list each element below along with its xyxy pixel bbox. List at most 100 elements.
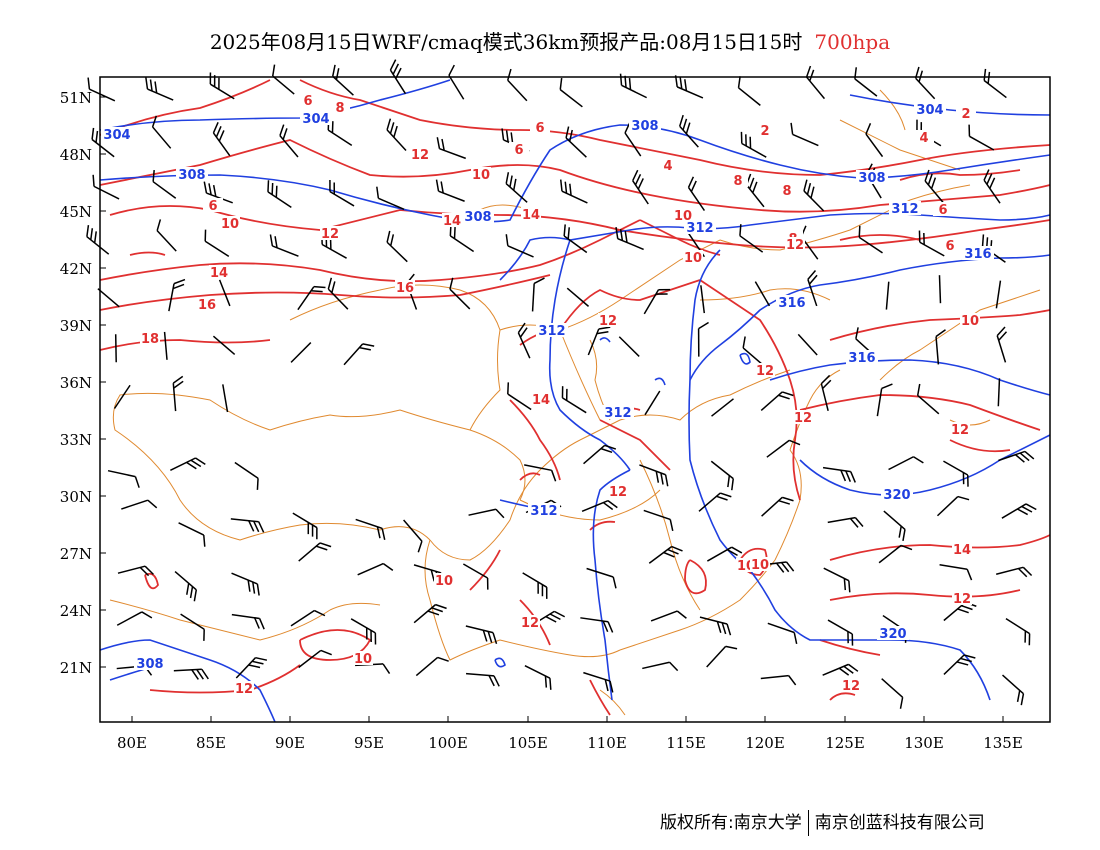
temperature-label: 10 [674, 209, 692, 224]
temperature-label: 8 [733, 174, 742, 189]
wind-barb [936, 495, 970, 517]
temperature-contour-line [799, 394, 1041, 431]
wind-barb [91, 127, 115, 158]
geopotential-contour-line [494, 657, 506, 668]
wind-barb [865, 123, 884, 158]
wind-barb [918, 230, 945, 257]
contour-label-bg [952, 542, 972, 556]
geopotential-contour-line [499, 212, 1051, 281]
wind-barb [505, 234, 534, 258]
wind-barb [767, 622, 798, 645]
contour-label-bg [598, 313, 618, 327]
contour-label-bg [176, 167, 208, 181]
geopotential-label: 312 [530, 504, 557, 519]
wind-barb [739, 224, 764, 253]
wind-barb [403, 519, 423, 553]
wind-barb [507, 68, 528, 102]
contour-label-bg [209, 265, 229, 279]
contour-label-bg [471, 167, 491, 181]
copyright-footer: 版权所有:南京大学 南京创蓝科技有限公司 [660, 808, 985, 836]
wind-barb [827, 619, 854, 646]
wind-barb [822, 663, 859, 676]
wind-barb [174, 570, 198, 602]
contour-label-bg [509, 142, 529, 156]
wind-barb [706, 546, 743, 562]
wind-barb [995, 280, 1002, 309]
temperature-label: 6 [514, 143, 523, 158]
wind-barb [517, 322, 531, 359]
lat-tick-label: 48N [60, 146, 92, 164]
geopotential-contour-line [592, 469, 631, 701]
contour-label-bg [914, 102, 946, 116]
boundary-line [879, 89, 906, 131]
wind-barbs [86, 59, 1037, 709]
geopotential-label: 304 [103, 128, 130, 143]
wind-barb [587, 326, 611, 356]
wind-barb [823, 567, 851, 593]
temperature-contour-line [519, 472, 541, 481]
temperature-label: 2 [961, 107, 970, 122]
wind-barb [580, 617, 614, 633]
wind-barb [699, 616, 732, 636]
temperature-contour-line [949, 439, 1011, 453]
temperature-label: 10 [354, 652, 372, 667]
wind-barb [271, 64, 295, 95]
wind-barb [687, 176, 706, 211]
lon-tick-label: 125E [825, 734, 865, 752]
wind-barb [163, 331, 168, 360]
contour-label-bg [234, 681, 254, 695]
wind-barb [298, 542, 332, 562]
wind-barb [292, 512, 318, 540]
temperature-label: 6 [945, 239, 954, 254]
wind-barb [448, 64, 465, 100]
wind-barb [116, 611, 153, 626]
contour-label-bg [520, 615, 540, 629]
contour-label-bg [434, 573, 454, 587]
geopotential-contour-line [548, 239, 631, 471]
contour-label-bg [629, 118, 661, 132]
wind-barb [449, 277, 471, 310]
wind-barb [87, 77, 116, 102]
contour-label-bg [755, 123, 775, 137]
wind-barb [790, 122, 819, 147]
temperature-label: 14 [532, 393, 550, 408]
wind-barb [173, 668, 209, 680]
wind-barb [97, 288, 120, 308]
temperature-label: 12 [951, 423, 969, 438]
wind-barb [222, 384, 229, 413]
wind-barb [327, 277, 349, 310]
temperature-contour-line [684, 559, 707, 595]
temperature-label: 12 [411, 148, 429, 163]
contour-label-bg [950, 422, 970, 436]
wind-barb [822, 466, 856, 483]
contour-label-bg [683, 250, 703, 264]
lon-tick-label: 135E [983, 734, 1023, 752]
geopotential-label: 304 [916, 103, 943, 118]
wind-barb [766, 439, 801, 458]
wind-barb [350, 618, 377, 645]
wind-barb [507, 382, 532, 411]
wind-barb [231, 613, 265, 630]
wind-barb [706, 645, 738, 668]
temperature-label: 10 [751, 558, 769, 573]
temperature-label: 10 [472, 168, 490, 183]
wind-barb [121, 499, 158, 510]
geopotential-contour-line [769, 359, 1051, 396]
wind-barb [938, 275, 942, 304]
wind-barb [386, 118, 407, 152]
lat-tick-label: 30N [60, 488, 92, 506]
temperature-label: 6 [535, 121, 544, 136]
lon-tick-label: 115E [666, 734, 706, 752]
wind-barb [204, 229, 230, 258]
map-frame [99, 76, 1051, 723]
temperature-contour-line [819, 639, 881, 656]
wind-barb [583, 671, 614, 693]
contour-label-bg [881, 487, 913, 501]
wind-barb [820, 374, 832, 411]
temperature-label: 12 [953, 592, 971, 607]
boundary-line [559, 329, 601, 421]
geopotential-label: 316 [848, 351, 875, 366]
wind-barb [1002, 674, 1025, 706]
wind-barb [650, 610, 687, 622]
